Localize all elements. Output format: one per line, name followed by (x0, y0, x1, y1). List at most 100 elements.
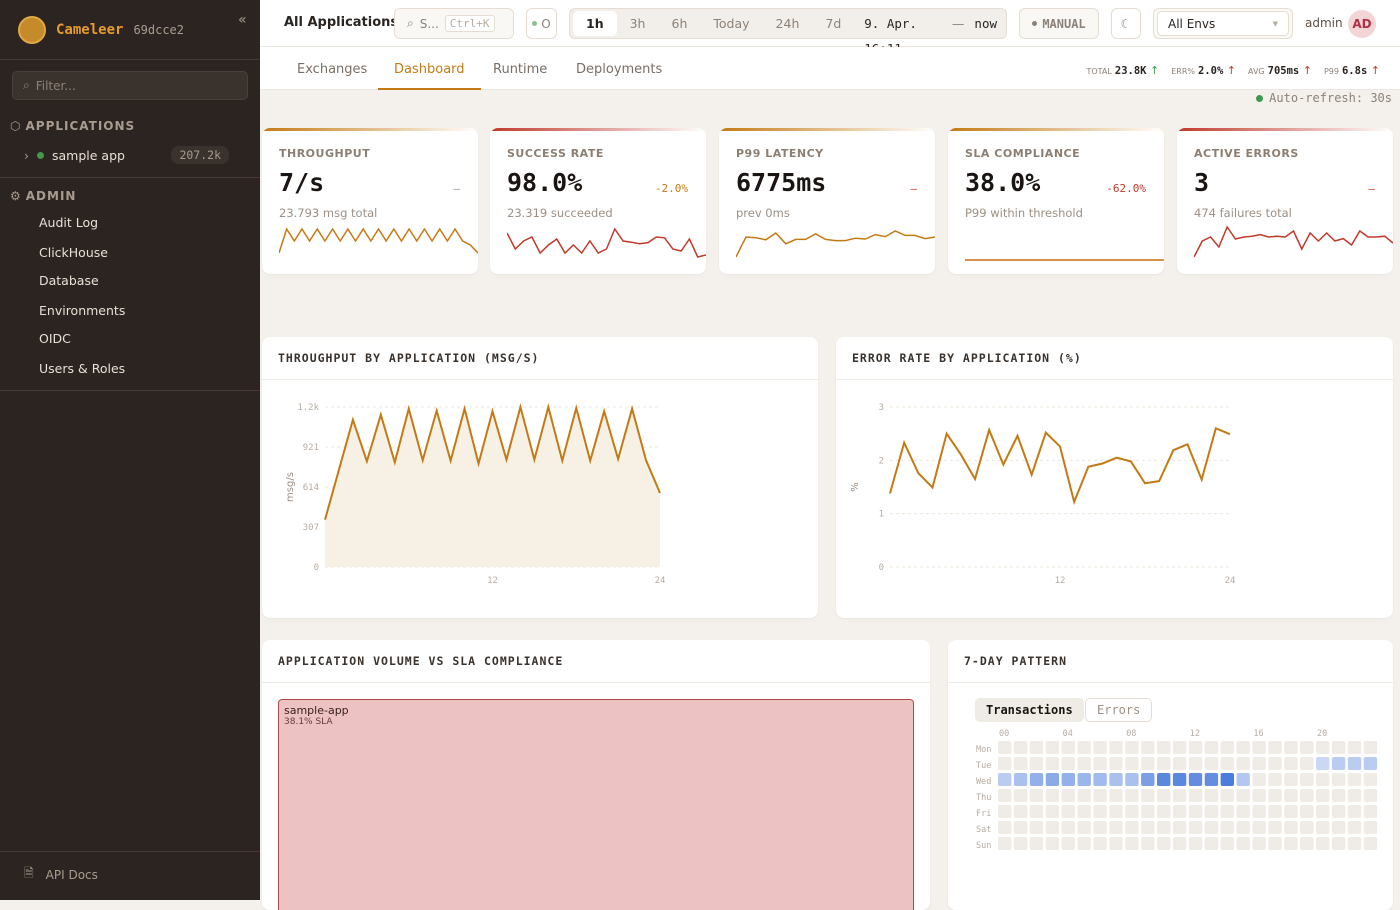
heatmap-cell[interactable] (1141, 789, 1154, 802)
heatmap-cell[interactable] (1125, 789, 1138, 802)
heatmap-cell[interactable] (1364, 789, 1377, 802)
heatmap-cell[interactable] (1141, 821, 1154, 834)
heatmap-cell[interactable] (1078, 805, 1091, 818)
heatmap-cell[interactable] (1237, 821, 1250, 834)
heatmap-cell[interactable] (1237, 789, 1250, 802)
heatmap-cell[interactable] (1125, 805, 1138, 818)
sidebar-item-audit-log[interactable]: Audit Log (39, 215, 98, 230)
heatmap-cell[interactable] (1030, 821, 1043, 834)
heatmap-cell[interactable] (1332, 741, 1345, 754)
range-from[interactable]: 9. Apr. 16:11 (854, 11, 948, 36)
heatmap-cell[interactable] (1125, 773, 1138, 786)
scope-title[interactable]: All Applications (284, 15, 398, 30)
heatmap-cell[interactable] (1014, 805, 1027, 818)
heatmap-cell[interactable] (1157, 773, 1170, 786)
heatmap-cell[interactable] (1205, 773, 1218, 786)
heatmap-cell[interactable] (1300, 837, 1313, 850)
heatmap-cell[interactable] (1332, 789, 1345, 802)
range-today[interactable]: Today (700, 11, 762, 36)
heatmap-cell[interactable] (1157, 789, 1170, 802)
heatmap-cell[interactable] (1252, 805, 1265, 818)
heatmap-cell[interactable] (1189, 757, 1202, 770)
range-to[interactable]: now (968, 11, 1003, 36)
heatmap-cell[interactable] (1157, 821, 1170, 834)
heatmap-cell[interactable] (998, 773, 1011, 786)
collapse-sidebar-icon[interactable]: « (238, 12, 247, 28)
heatmap-cell[interactable] (1300, 821, 1313, 834)
heatmap-cell[interactable] (1189, 837, 1202, 850)
heatmap-cell[interactable] (1316, 821, 1329, 834)
kpi-card-p99-latency[interactable]: P99 LATENCY 6775ms — prev 0ms (719, 128, 935, 274)
heatmap-cell[interactable] (1173, 805, 1186, 818)
kpi-card-active-errors[interactable]: ACTIVE ERRORS 3 — 474 failures total (1177, 128, 1393, 274)
heatmap-cell[interactable] (1173, 837, 1186, 850)
heatmap-cell[interactable] (1252, 741, 1265, 754)
heatmap-cell[interactable] (1348, 837, 1361, 850)
heatmap-cell[interactable] (1332, 805, 1345, 818)
tab-exchanges[interactable]: Exchanges (281, 47, 383, 90)
tab-dashboard[interactable]: Dashboard (378, 47, 481, 90)
heatmap-cell[interactable] (1078, 789, 1091, 802)
heatmap-cell[interactable] (1030, 837, 1043, 850)
heatmap-cell[interactable] (1221, 789, 1234, 802)
heatmap-cell[interactable] (1014, 789, 1027, 802)
user-name[interactable]: admin (1305, 16, 1343, 30)
theme-toggle-button[interactable]: ☾ (1111, 8, 1141, 39)
heatmap-cell[interactable] (1062, 773, 1075, 786)
section-admin[interactable]: ⚙ADMIN (10, 189, 76, 203)
avatar[interactable]: AD (1348, 10, 1376, 38)
heatmap-cell[interactable] (1030, 789, 1043, 802)
heatmap-cell[interactable] (1093, 789, 1106, 802)
sidebar-item-oidc[interactable]: OIDC (39, 331, 71, 346)
heatmap-cell[interactable] (1205, 789, 1218, 802)
heatmap-cell[interactable] (1284, 805, 1297, 818)
heatmap-cell[interactable] (1141, 757, 1154, 770)
heatmap-cell[interactable] (1348, 741, 1361, 754)
heatmap-cell[interactable] (1078, 821, 1091, 834)
heatmap-cell[interactable] (1300, 773, 1313, 786)
heatmap-cell[interactable] (1173, 757, 1186, 770)
heatmap-cell[interactable] (1109, 805, 1122, 818)
heatmap-cell[interactable] (1316, 837, 1329, 850)
tab-runtime[interactable]: Runtime (477, 47, 563, 90)
heatmap-cell[interactable] (1030, 773, 1043, 786)
heatmap-cell[interactable] (1348, 773, 1361, 786)
heatmap-cell[interactable] (1332, 773, 1345, 786)
heatmap-cell[interactable] (1125, 757, 1138, 770)
heatmap-cell[interactable] (1046, 757, 1059, 770)
heatmap-cell[interactable] (1062, 837, 1075, 850)
heatmap-cell[interactable] (1316, 773, 1329, 786)
heatmap-cell[interactable] (1348, 789, 1361, 802)
heatmap-cell[interactable] (1237, 757, 1250, 770)
heatmap-cell[interactable] (1014, 741, 1027, 754)
heatmap-cell[interactable] (1062, 789, 1075, 802)
heatmap-cell[interactable] (1157, 805, 1170, 818)
heatmap-cell[interactable] (1093, 821, 1106, 834)
heatmap-cell[interactable] (1252, 821, 1265, 834)
heatmap-cell[interactable] (1189, 741, 1202, 754)
heatmap-cell[interactable] (1364, 805, 1377, 818)
heatmap-cell[interactable] (1109, 741, 1122, 754)
heatmap-cell[interactable] (1284, 789, 1297, 802)
heatmap-cell[interactable] (1062, 805, 1075, 818)
kpi-card-sla-compliance[interactable]: SLA COMPLIANCE 38.0% -62.0% P99 within t… (948, 128, 1164, 274)
heatmap-cell[interactable] (1173, 773, 1186, 786)
heatmap-cell[interactable] (1252, 789, 1265, 802)
treemap-cell-sample-app[interactable]: sample-app 38.1% SLA (278, 699, 914, 910)
heatmap-cell[interactable] (1046, 741, 1059, 754)
heatmap-cell[interactable] (1364, 821, 1377, 834)
heatmap-cell[interactable] (1252, 773, 1265, 786)
heatmap-cell[interactable] (1316, 805, 1329, 818)
heatmap-cell[interactable] (1046, 837, 1059, 850)
toggle-errors[interactable]: Errors (1085, 698, 1152, 722)
heatmap-cell[interactable] (1078, 757, 1091, 770)
heatmap-cell[interactable] (1093, 837, 1106, 850)
heatmap-cell[interactable] (1364, 757, 1377, 770)
heatmap-cell[interactable] (1046, 821, 1059, 834)
heatmap-cell[interactable] (1078, 837, 1091, 850)
heatmap-cell[interactable] (1221, 773, 1234, 786)
heatmap-cell[interactable] (1316, 741, 1329, 754)
heatmap-cell[interactable] (1205, 741, 1218, 754)
range-24h[interactable]: 24h (763, 11, 813, 36)
sidebar-item-users-roles[interactable]: Users & Roles (39, 361, 125, 376)
